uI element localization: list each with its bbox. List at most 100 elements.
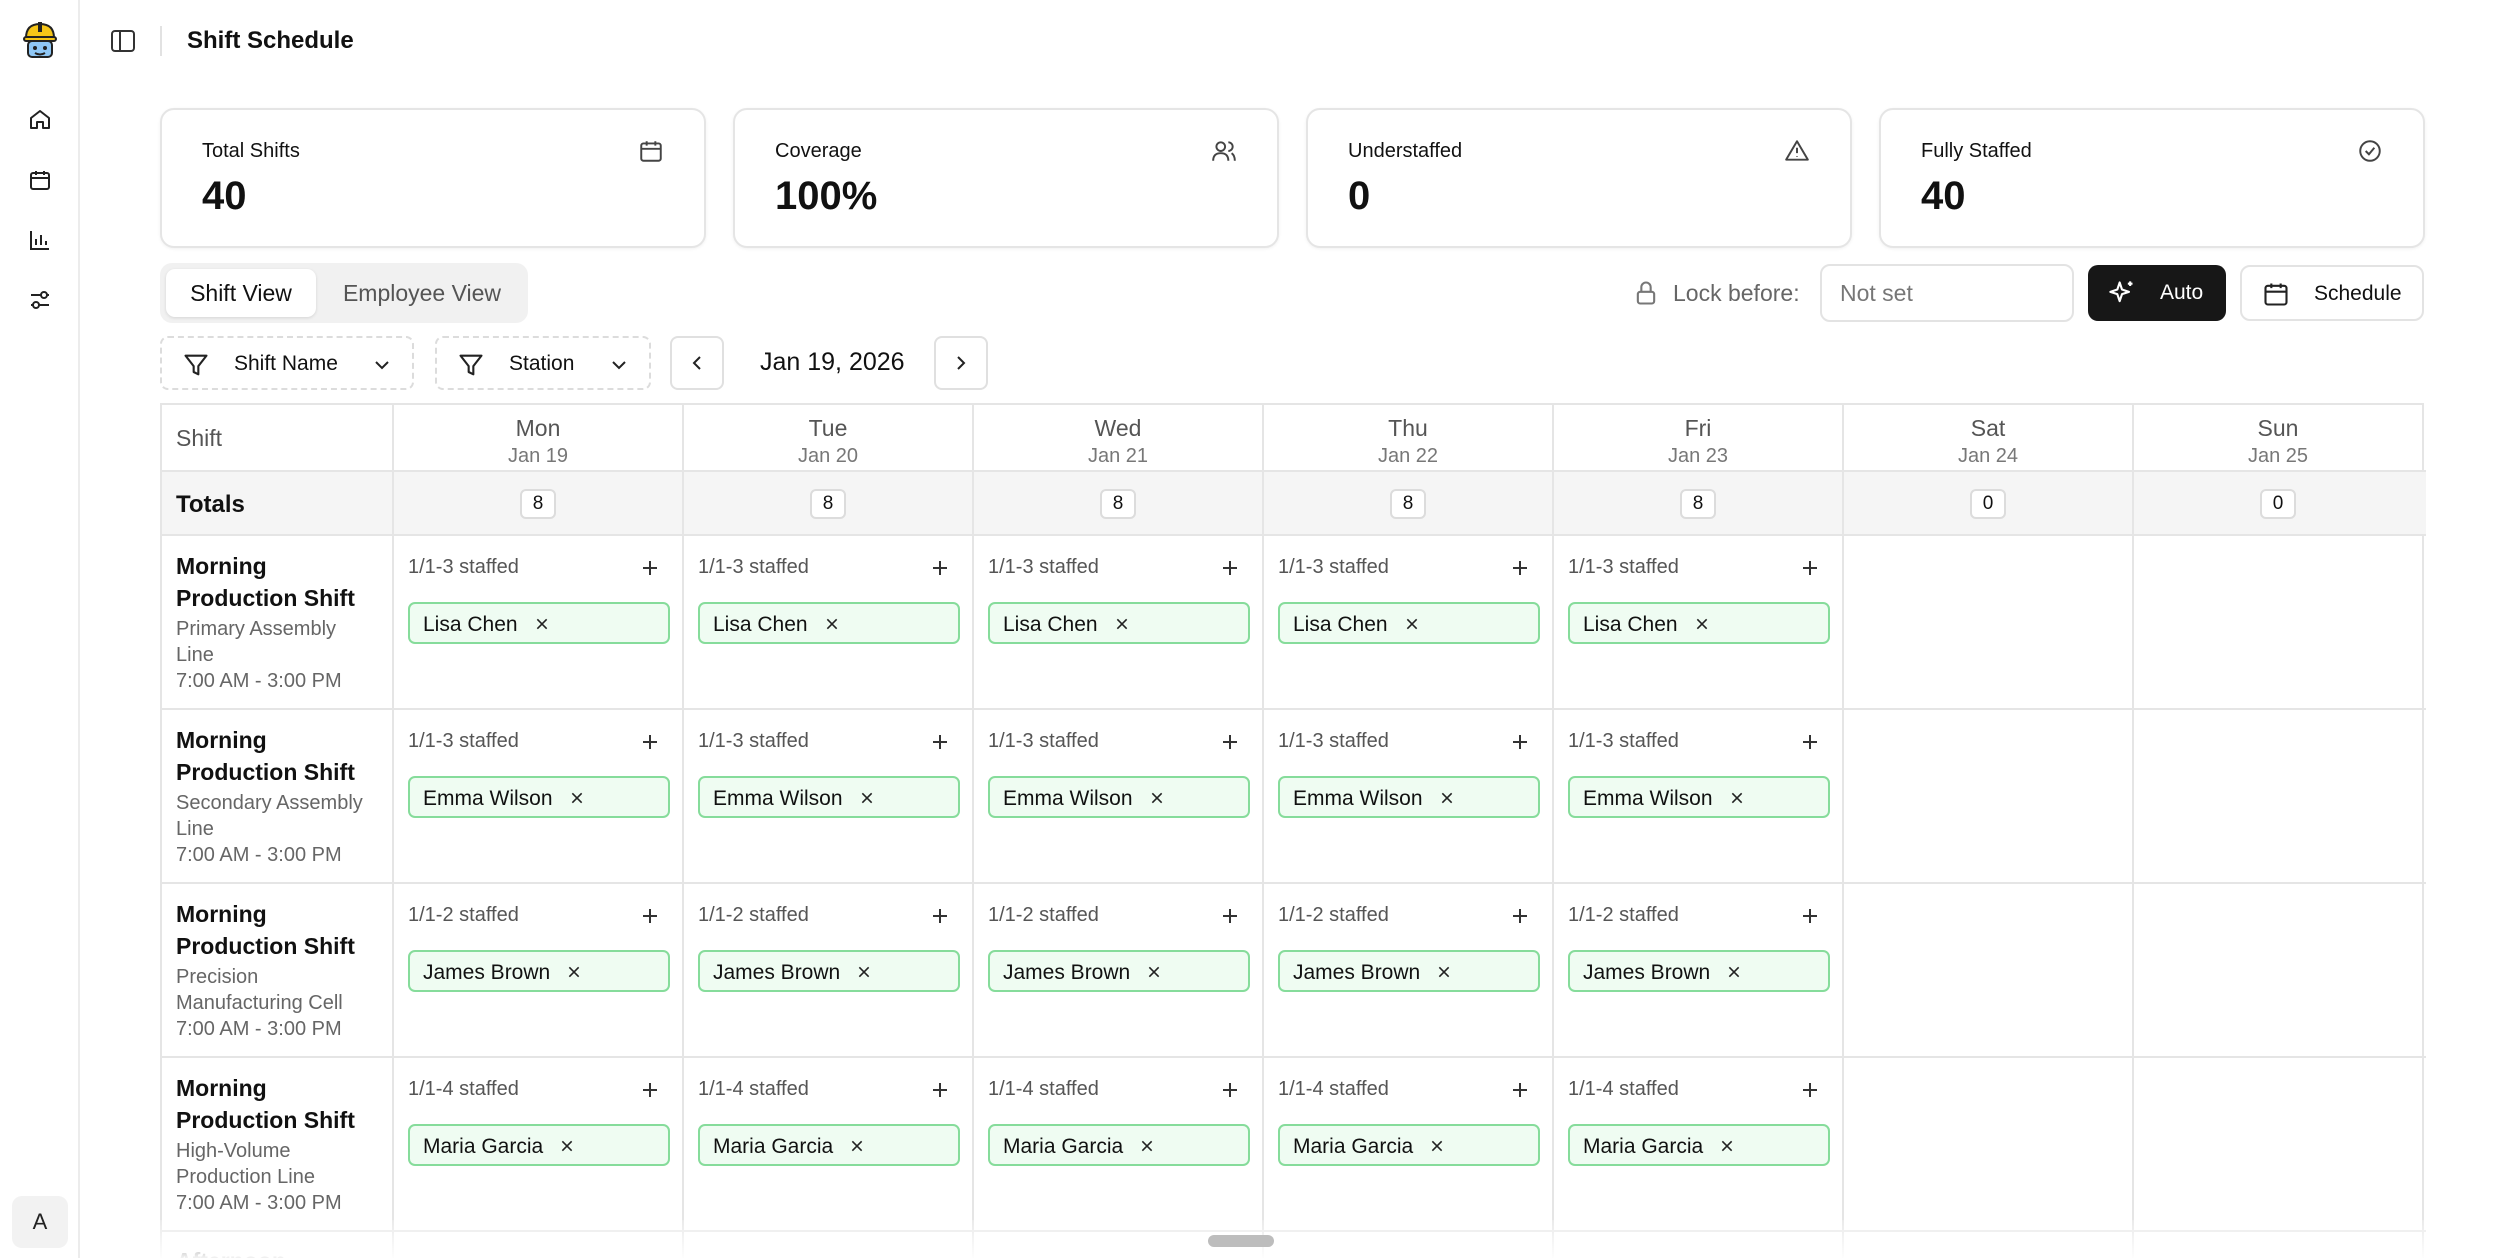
chevron-left-icon bbox=[692, 356, 701, 370]
sidebar-toggle-icon[interactable] bbox=[108, 26, 138, 56]
employee-chip[interactable]: Emma Wilson bbox=[698, 776, 960, 818]
add-employee-button[interactable] bbox=[1218, 1078, 1242, 1102]
staffed-count: 1/1-2 staffed bbox=[408, 904, 519, 926]
employee-chip[interactable]: Maria Garcia bbox=[988, 1124, 1250, 1166]
column-divider bbox=[392, 405, 394, 1258]
employee-chip[interactable]: Maria Garcia bbox=[1278, 1124, 1540, 1166]
employee-chip[interactable]: James Brown bbox=[408, 950, 670, 992]
add-employee-button[interactable] bbox=[928, 1078, 952, 1102]
employee-chip[interactable]: Maria Garcia bbox=[698, 1124, 960, 1166]
add-employee-button[interactable] bbox=[638, 730, 662, 754]
add-employee-button[interactable] bbox=[1798, 904, 1822, 928]
nav-home[interactable] bbox=[24, 104, 56, 136]
filter-label: Shift Name bbox=[234, 352, 338, 375]
employee-name: Emma Wilson bbox=[1583, 787, 1713, 810]
worker-helmet-logo-icon[interactable] bbox=[18, 18, 62, 62]
add-employee-button[interactable] bbox=[1218, 730, 1242, 754]
scroll-handle[interactable] bbox=[1208, 1235, 1274, 1247]
employee-chip[interactable]: Lisa Chen bbox=[988, 602, 1250, 644]
remove-employee-button[interactable] bbox=[1439, 790, 1455, 806]
remove-employee-button[interactable] bbox=[1436, 964, 1452, 980]
add-employee-button[interactable] bbox=[1218, 904, 1242, 928]
remove-employee-button[interactable] bbox=[859, 790, 875, 806]
add-employee-button[interactable] bbox=[928, 904, 952, 928]
employee-chip[interactable]: Lisa Chen bbox=[408, 602, 670, 644]
day-name: Thu bbox=[1388, 415, 1428, 441]
day-header-thu: Thu Jan 22 bbox=[1264, 413, 1552, 469]
schedule-label: Schedule bbox=[2314, 282, 2402, 305]
employee-chip[interactable]: Lisa Chen bbox=[1278, 602, 1540, 644]
add-employee-button[interactable] bbox=[638, 1078, 662, 1102]
remove-employee-button[interactable] bbox=[1694, 616, 1710, 632]
stat-label: Total Shifts bbox=[202, 140, 300, 162]
remove-employee-button[interactable] bbox=[1149, 790, 1165, 806]
remove-employee-button[interactable] bbox=[1139, 1138, 1155, 1154]
add-employee-button[interactable] bbox=[1508, 556, 1532, 580]
user-avatar[interactable]: A bbox=[12, 1196, 68, 1248]
employee-chip[interactable]: James Brown bbox=[1568, 950, 1830, 992]
remove-employee-button[interactable] bbox=[856, 964, 872, 980]
shift-name-line2: Production Shift bbox=[176, 933, 355, 959]
auto-schedule-button[interactable]: Auto bbox=[2088, 265, 2226, 321]
tab-employee-view[interactable]: Employee View bbox=[342, 279, 502, 306]
add-employee-button[interactable] bbox=[928, 730, 952, 754]
add-employee-button[interactable] bbox=[1218, 556, 1242, 580]
remove-employee-button[interactable] bbox=[1146, 964, 1162, 980]
remove-employee-button[interactable] bbox=[1404, 616, 1420, 632]
employee-chip[interactable]: Emma Wilson bbox=[1568, 776, 1830, 818]
remove-employee-button[interactable] bbox=[1719, 1138, 1735, 1154]
day-date: Jan 20 bbox=[797, 445, 859, 467]
add-employee-button[interactable] bbox=[638, 556, 662, 580]
prev-week-button[interactable] bbox=[670, 336, 724, 390]
employee-chip[interactable]: James Brown bbox=[988, 950, 1250, 992]
remove-employee-button[interactable] bbox=[1429, 1138, 1445, 1154]
remove-employee-button[interactable] bbox=[534, 616, 550, 632]
filter-station[interactable]: Station bbox=[435, 336, 651, 390]
employee-chip[interactable]: Emma Wilson bbox=[988, 776, 1250, 818]
remove-employee-button[interactable] bbox=[1114, 616, 1130, 632]
nav-reports[interactable] bbox=[24, 224, 56, 256]
add-employee-button[interactable] bbox=[1798, 556, 1822, 580]
lock-before-input[interactable] bbox=[1820, 264, 2074, 322]
add-employee-button[interactable] bbox=[1508, 904, 1532, 928]
close-icon bbox=[1431, 1140, 1443, 1152]
add-employee-button[interactable] bbox=[928, 556, 952, 580]
add-employee-button[interactable] bbox=[1508, 730, 1532, 754]
remove-employee-button[interactable] bbox=[849, 1138, 865, 1154]
employee-chip[interactable]: James Brown bbox=[698, 950, 960, 992]
next-week-button[interactable] bbox=[934, 336, 988, 390]
remove-employee-button[interactable] bbox=[1726, 964, 1742, 980]
add-employee-button[interactable] bbox=[1508, 1078, 1532, 1102]
day-name: Fri bbox=[1684, 415, 1712, 441]
remove-employee-button[interactable] bbox=[566, 964, 582, 980]
add-employee-button[interactable] bbox=[638, 904, 662, 928]
employee-chip[interactable]: Lisa Chen bbox=[1568, 602, 1830, 644]
employee-chip[interactable]: Maria Garcia bbox=[408, 1124, 670, 1166]
employee-chip[interactable]: Maria Garcia bbox=[1568, 1124, 1830, 1166]
remove-employee-button[interactable] bbox=[824, 616, 840, 632]
shift-name-line2: Production Shift bbox=[176, 759, 355, 785]
remove-employee-button[interactable] bbox=[569, 790, 585, 806]
add-employee-button[interactable] bbox=[1798, 1078, 1822, 1102]
day-name: Tue bbox=[808, 415, 848, 441]
close-icon bbox=[568, 966, 580, 978]
employee-chip[interactable]: Lisa Chen bbox=[698, 602, 960, 644]
tab-shift-view[interactable]: Shift View bbox=[166, 269, 316, 317]
day-total-badge: 8 bbox=[520, 489, 556, 519]
employee-chip[interactable]: James Brown bbox=[1278, 950, 1540, 992]
add-employee-button[interactable] bbox=[1798, 730, 1822, 754]
remove-employee-button[interactable] bbox=[1729, 790, 1745, 806]
home-icon bbox=[30, 110, 50, 129]
filter-shift-name[interactable]: Shift Name bbox=[160, 336, 414, 390]
nav-schedule[interactable] bbox=[24, 164, 56, 196]
row-divider bbox=[162, 1056, 2426, 1058]
remove-employee-button[interactable] bbox=[559, 1138, 575, 1154]
day-header-mon: Mon Jan 19 bbox=[394, 413, 682, 469]
employee-name: Emma Wilson bbox=[713, 787, 843, 810]
employee-chip[interactable]: Emma Wilson bbox=[408, 776, 670, 818]
schedule-button[interactable]: Schedule bbox=[2240, 265, 2424, 321]
close-icon bbox=[536, 618, 548, 630]
employee-name: James Brown bbox=[423, 961, 551, 984]
nav-settings[interactable] bbox=[24, 284, 56, 316]
employee-chip[interactable]: Emma Wilson bbox=[1278, 776, 1540, 818]
